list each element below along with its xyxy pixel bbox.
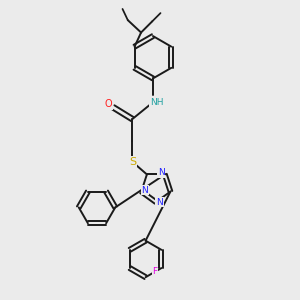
Text: N: N (156, 198, 163, 207)
Text: O: O (105, 99, 112, 109)
Text: N: N (158, 168, 165, 177)
Text: S: S (129, 157, 136, 167)
Text: NH: NH (150, 98, 163, 107)
Text: N: N (142, 186, 148, 195)
Text: F: F (152, 266, 158, 275)
